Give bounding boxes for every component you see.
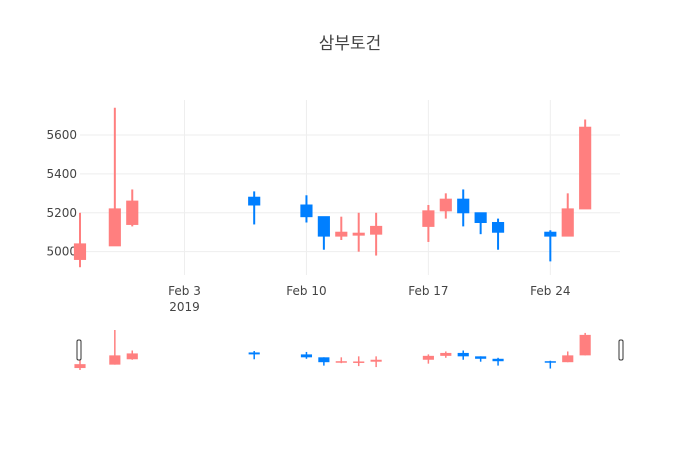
mini-candle	[562, 351, 574, 363]
mini-candle-body	[475, 356, 487, 359]
range-slider-candles	[74, 330, 591, 370]
mini-candle-body	[248, 352, 260, 355]
mini-candle-body	[74, 364, 86, 369]
mini-candle-body	[353, 361, 365, 363]
candle-body	[108, 208, 121, 247]
range-slider[interactable]	[74, 330, 624, 370]
candle	[352, 212, 365, 252]
mini-candle-body	[126, 353, 138, 360]
mini-candle-body	[422, 355, 434, 360]
candle	[108, 107, 121, 247]
candle-body	[352, 232, 365, 236]
candle	[579, 119, 592, 210]
candle-body	[474, 212, 487, 223]
y-tick-label: 5400	[46, 167, 77, 181]
candle-body	[335, 231, 348, 237]
mini-candle-body	[300, 354, 313, 358]
mini-candle-body	[440, 352, 452, 356]
candle-body	[579, 126, 592, 210]
candle	[300, 195, 313, 223]
candle	[474, 212, 487, 235]
mini-candle	[300, 351, 313, 359]
range-slider-background	[80, 330, 620, 370]
mini-candle-body	[562, 355, 574, 363]
candle-body	[248, 196, 261, 206]
mini-candle	[318, 357, 330, 366]
mini-candle-body	[457, 352, 469, 357]
mini-candle	[492, 357, 504, 366]
candle	[73, 212, 87, 268]
candle	[491, 218, 505, 250]
gridlines	[80, 100, 620, 275]
candle	[317, 216, 330, 250]
candle-body	[370, 225, 383, 235]
mini-candle	[248, 350, 260, 360]
candle	[561, 193, 574, 237]
candle-body	[422, 210, 435, 227]
mini-candle	[579, 332, 591, 356]
mini-candle-body	[579, 334, 591, 356]
candle	[439, 193, 452, 219]
candle-body	[561, 208, 574, 237]
range-slider-right-handle[interactable]	[618, 339, 624, 361]
candle-body	[73, 243, 87, 260]
candle	[370, 212, 383, 256]
candle-body	[491, 222, 505, 233]
y-axis-ticks: 5000 5200 5400 5600	[46, 128, 77, 259]
candle-body	[544, 231, 557, 237]
candle	[544, 230, 557, 262]
mini-candle	[475, 356, 487, 362]
candle-body	[457, 198, 470, 214]
range-slider-left-handle[interactable]	[76, 339, 82, 361]
x-tick-label: Feb 3	[168, 284, 201, 298]
mini-candle	[440, 351, 452, 358]
mini-candle	[353, 356, 365, 367]
candle-body	[439, 198, 452, 212]
mini-candle	[370, 356, 382, 368]
mini-candle-body	[109, 355, 121, 365]
mini-candle-body	[370, 359, 382, 362]
candle	[457, 189, 470, 227]
candle-body	[300, 204, 313, 218]
mini-candle	[335, 357, 347, 364]
candle-body	[317, 216, 330, 237]
candle-body	[126, 200, 139, 225]
mini-candle	[544, 360, 556, 369]
mini-candle	[109, 330, 121, 365]
x-tick-label: Feb 17	[408, 284, 448, 298]
mini-candle	[126, 350, 138, 360]
x-tick-label: Feb 10	[286, 284, 326, 298]
chart-title: 삼부토건	[319, 34, 382, 54]
mini-candle-body	[318, 357, 330, 363]
candle	[248, 191, 261, 225]
candles	[73, 107, 592, 268]
candle	[422, 205, 435, 242]
y-tick-label: 5000	[46, 245, 77, 259]
mini-candle-body	[544, 361, 556, 363]
mini-candle	[422, 354, 434, 364]
mini-candle-body	[335, 361, 347, 363]
candle	[126, 189, 139, 227]
y-tick-label: 5200	[46, 206, 77, 220]
x-tick-sublabel: 2019	[169, 300, 200, 314]
mini-candle-body	[492, 358, 504, 362]
mini-candle	[457, 350, 469, 360]
x-tick-label: Feb 24	[530, 284, 570, 298]
y-tick-label: 5600	[46, 128, 77, 142]
x-axis-ticks: Feb 3 2019 Feb 10 Feb 17 Feb 24	[168, 284, 570, 314]
candle	[335, 216, 348, 240]
